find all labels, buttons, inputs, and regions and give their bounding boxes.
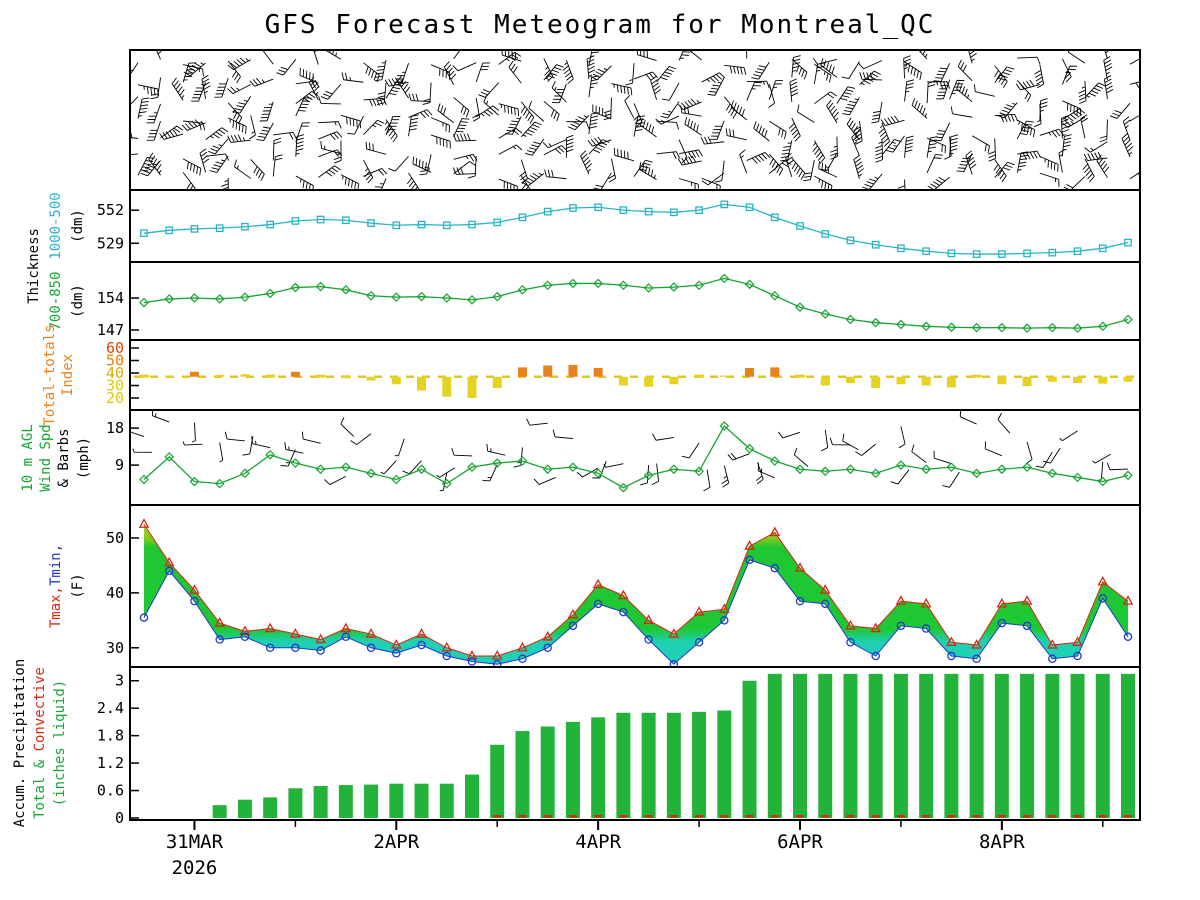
series-wind-10m bbox=[131, 411, 1133, 493]
svg-text:0.6: 0.6 bbox=[97, 782, 124, 800]
svg-text:18: 18 bbox=[106, 419, 124, 437]
svg-text:4APR: 4APR bbox=[575, 831, 621, 853]
svg-text:0: 0 bbox=[115, 809, 124, 827]
svg-text:50: 50 bbox=[106, 529, 124, 547]
series-thickness-1000-500 bbox=[140, 200, 1132, 258]
series-precipitation bbox=[212, 673, 1135, 818]
svg-text:8APR: 8APR bbox=[979, 831, 1025, 853]
panel-border-1 bbox=[129, 189, 1141, 263]
svg-text:40: 40 bbox=[106, 364, 124, 382]
svg-text:2026: 2026 bbox=[172, 857, 218, 879]
svg-text:30: 30 bbox=[106, 377, 124, 395]
panel-upper-air-wind-barbs bbox=[131, 51, 1139, 189]
svg-text:154: 154 bbox=[97, 289, 124, 307]
series-thickness-700-850 bbox=[139, 273, 1133, 333]
svg-text:30: 30 bbox=[106, 639, 124, 657]
svg-text:147: 147 bbox=[97, 321, 124, 339]
svg-text:1.2: 1.2 bbox=[97, 754, 124, 772]
svg-text:9: 9 bbox=[115, 456, 124, 474]
svg-text:2.4: 2.4 bbox=[97, 699, 124, 717]
chart-title: GFS Forecast Meteogram for Montreal_QC bbox=[264, 10, 936, 40]
svg-text:20: 20 bbox=[106, 389, 124, 407]
svg-text:6APR: 6APR bbox=[777, 831, 823, 853]
svg-text:50: 50 bbox=[106, 352, 124, 370]
svg-text:3: 3 bbox=[115, 672, 124, 690]
series-total-totals-index bbox=[134, 364, 1136, 398]
svg-text:40: 40 bbox=[106, 584, 124, 602]
svg-text:2APR: 2APR bbox=[373, 831, 419, 853]
panel-border-6 bbox=[129, 666, 1141, 821]
svg-text:60: 60 bbox=[106, 339, 124, 357]
svg-text:31MAR: 31MAR bbox=[166, 831, 224, 853]
svg-text:529: 529 bbox=[97, 234, 124, 252]
svg-text:1.8: 1.8 bbox=[97, 727, 124, 745]
series-temperature-band bbox=[138, 518, 1134, 666]
panel-border-4 bbox=[129, 409, 1141, 506]
svg-text:552: 552 bbox=[97, 201, 124, 219]
panel-border-3 bbox=[129, 339, 1141, 411]
